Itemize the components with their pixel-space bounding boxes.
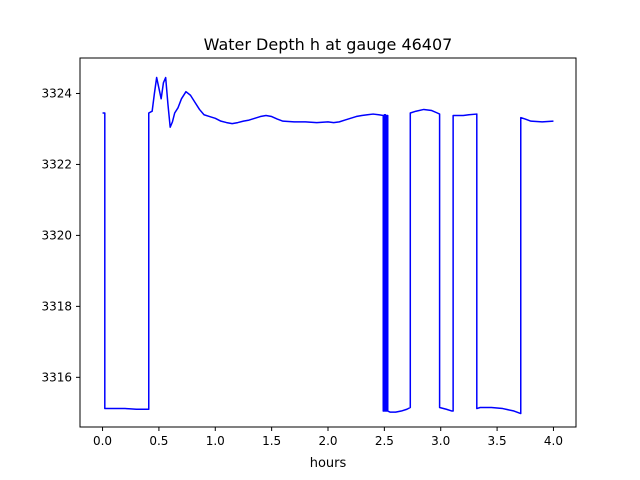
y-tick-label: 3324: [41, 86, 72, 100]
chart-title: Water Depth h at gauge 46407: [204, 35, 453, 54]
x-tick-label: 1.5: [262, 434, 281, 448]
x-tick-label: 2.5: [375, 434, 394, 448]
x-tick-label: 2.0: [318, 434, 337, 448]
y-tick-label: 3320: [41, 228, 72, 242]
y-tick-label: 3316: [41, 370, 72, 384]
x-tick-label: 1.0: [206, 434, 225, 448]
series-layer: [102, 76, 554, 415]
x-tick-label: 3.0: [431, 434, 450, 448]
y-axis: 3316 3318 3320 3322 3324: [41, 86, 80, 384]
x-tick-label: 3.5: [488, 434, 507, 448]
y-tick-label: 3322: [41, 157, 72, 171]
x-tick-label: 0.5: [149, 434, 168, 448]
series-line-0: [102, 76, 554, 415]
y-tick-label: 3318: [41, 299, 72, 313]
x-tick-label: 4.0: [544, 434, 563, 448]
x-axis-label: hours: [310, 456, 347, 471]
x-axis: 0.0 0.5 1.0 1.5 2.0 2.5 3.0 3.5 4.0: [93, 427, 563, 448]
x-tick-label: 0.0: [93, 434, 112, 448]
